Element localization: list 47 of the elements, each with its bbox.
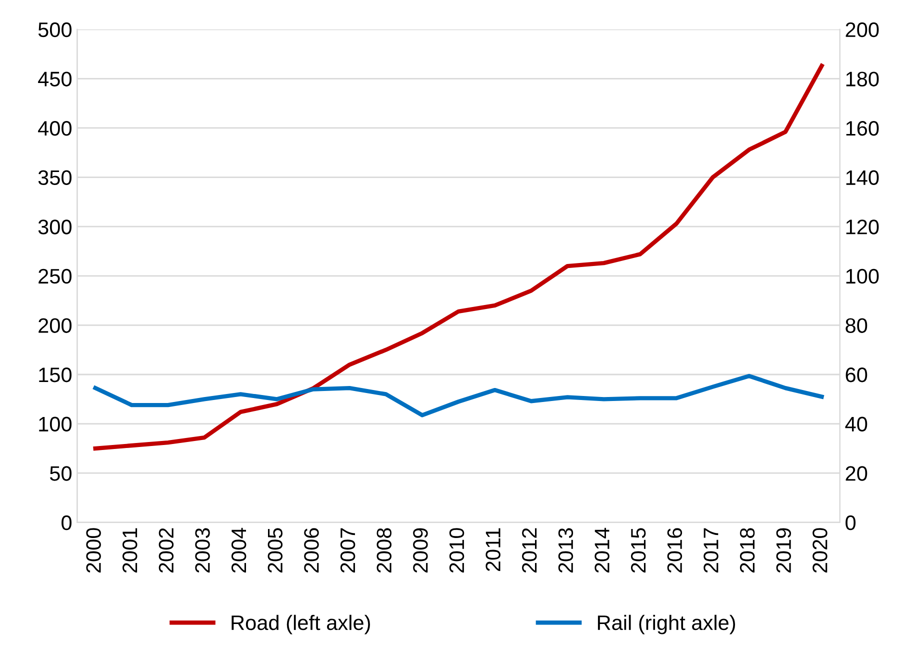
y2-tick-label: 180 — [846, 72, 879, 86]
y-tick-label: 100 — [39, 416, 72, 432]
y2-tick-label: 40 — [845, 416, 868, 432]
x-tick-label: 2000 — [86, 528, 101, 573]
x-tick-label: 2009 — [413, 528, 428, 573]
x-tick-label: 2017 — [704, 528, 718, 573]
legend-label: Rail (right axle) — [598, 614, 736, 634]
y2-tick-label: 160 — [846, 120, 879, 136]
line-series — [93, 374, 824, 418]
y-tick-label: 350 — [38, 170, 72, 186]
y-tick-label: 0 — [62, 515, 72, 530]
x-tick-label: 2015 — [630, 528, 646, 573]
legend-label: Road (left axle) — [232, 614, 370, 634]
y-tick-label: 250 — [38, 268, 72, 284]
x-tick-label: 2018 — [740, 528, 755, 573]
x-tick-label: 2016 — [667, 528, 682, 573]
y2-tick-label: 140 — [846, 170, 879, 186]
y-tick-label: 50 — [50, 466, 72, 481]
x-tick-label: 2004 — [231, 528, 246, 573]
y-tick-label: 450 — [38, 72, 72, 86]
x-tick-label: 2019 — [776, 528, 792, 573]
x-tick-label: 2001 — [122, 528, 138, 573]
x-tick-label: 2014 — [594, 528, 610, 573]
x-tick-label: 2003 — [195, 528, 210, 573]
x-tick-label: 2007 — [340, 528, 356, 573]
x-tick-label: 2010 — [449, 528, 464, 573]
x-tick-label: 2002 — [158, 528, 174, 573]
y2-tick-label: 200 — [846, 22, 879, 38]
y2-tick-label: 20 — [846, 466, 868, 481]
x-tick-label: 2013 — [558, 528, 574, 573]
x-tick-label: 2008 — [376, 528, 392, 573]
y-tick-label: 150 — [39, 367, 72, 382]
x-tick-label: 2012 — [522, 528, 537, 573]
x-tick-label: 2006 — [304, 528, 319, 573]
y2-tick-label: 0 — [846, 515, 856, 530]
y2-tick-label: 100 — [846, 268, 879, 284]
y-tick-label: 300 — [38, 220, 72, 234]
x-tick-label: 2011 — [486, 528, 500, 572]
y2-tick-label: 60 — [846, 367, 868, 382]
y-tick-label: 500 — [38, 22, 72, 38]
y-tick-label: 200 — [38, 318, 72, 333]
x-tick-label: 2020 — [812, 528, 828, 573]
x-tick-label: 2005 — [268, 528, 283, 573]
line-series — [93, 64, 824, 451]
y-tick-label: 400 — [38, 120, 72, 136]
y2-tick-label: 120 — [846, 220, 879, 234]
y2-tick-label: 80 — [846, 318, 868, 333]
